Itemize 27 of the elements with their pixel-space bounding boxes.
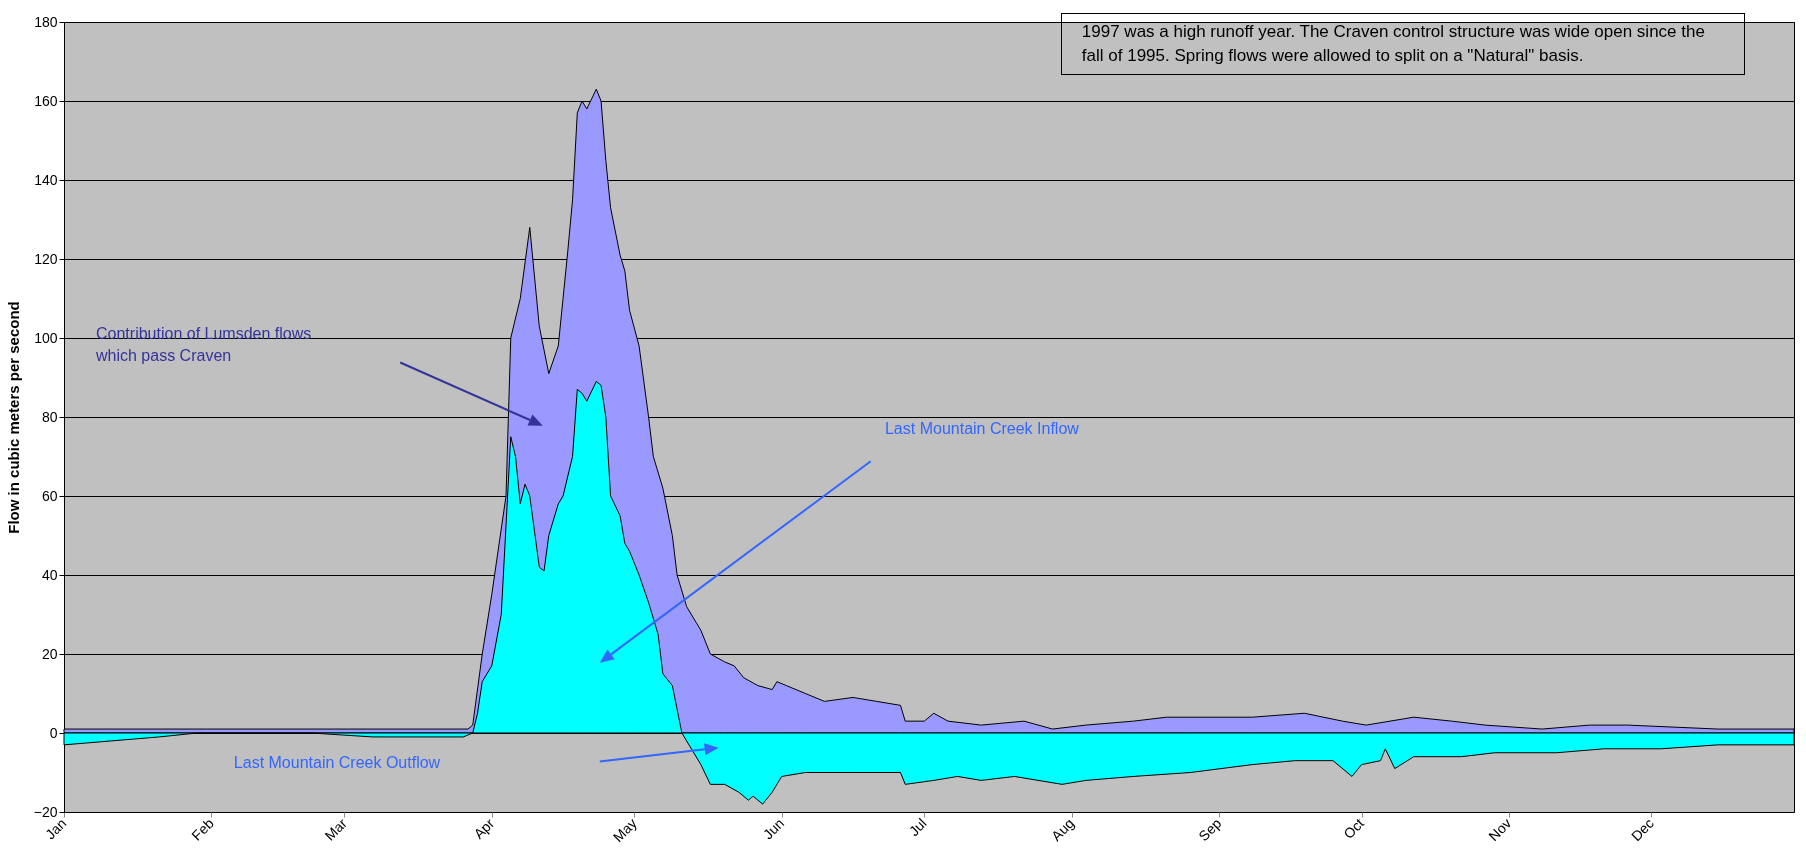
x-tick-label: Jun: [759, 815, 788, 843]
x-tick-label: Apr: [470, 814, 498, 842]
x-tick-label: Sep: [1195, 814, 1225, 845]
y-tick-label: 160: [34, 92, 58, 109]
y-tick-label: 80: [41, 408, 58, 425]
note-box: 1997 was a high runoff year. The Craven control structure was wide open since the fall of 1995. Spring flows were allowed to split on a "Natural" basis.: [1060, 12, 1746, 75]
y-tick-label: 100: [34, 329, 58, 346]
annotation: Contribution of Lumsden flows which pass Craven: [96, 324, 313, 366]
x-tick-label: Oct: [1340, 815, 1368, 842]
x-tick-label: May: [609, 815, 640, 846]
x-tick-label: Mar: [321, 814, 351, 844]
y-tick-label: 0: [49, 724, 58, 741]
x-tick-label: Jul: [905, 815, 930, 840]
annotation: Last Mountain Creek Inflow: [884, 418, 1080, 439]
annotation: Last Mountain Creek Outflow: [233, 752, 442, 773]
y-tick-label: 60: [41, 487, 58, 504]
x-tick-label: Dec: [1627, 815, 1657, 845]
y-tick-label: 120: [34, 250, 58, 267]
y-tick-label: 140: [34, 171, 58, 188]
y-tick-label: 20: [41, 645, 58, 662]
y-tick-label: −20: [33, 803, 58, 820]
y-axis-title: Flow in cubic meters per second: [4, 301, 22, 534]
x-tick-label: Feb: [188, 814, 217, 844]
y-tick-label: 40: [41, 566, 58, 583]
x-tick-label: Nov: [1485, 815, 1515, 845]
y-tick-label: 180: [34, 13, 58, 30]
x-tick-label: Aug: [1048, 815, 1078, 845]
